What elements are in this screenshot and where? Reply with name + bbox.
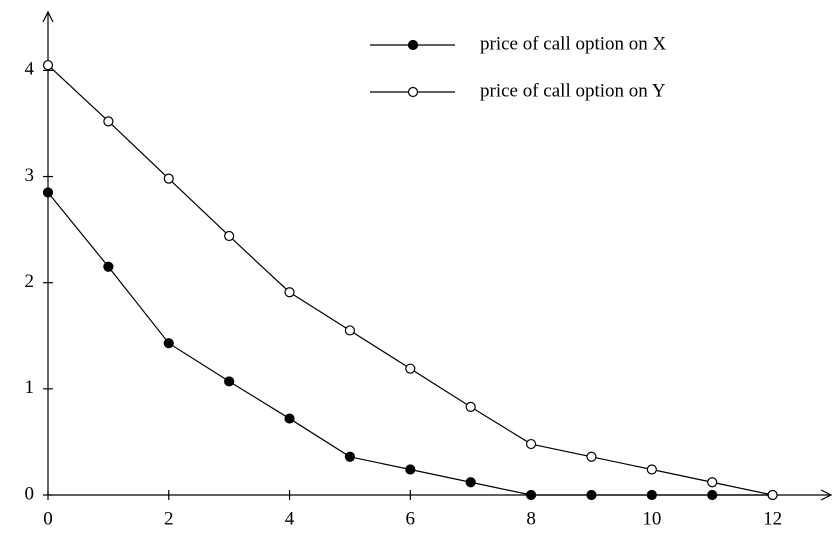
x-axis-arrow (820, 489, 833, 501)
point (525, 489, 537, 501)
point (224, 230, 235, 242)
point (344, 451, 356, 462)
point (646, 464, 657, 475)
x-tick-label: 10 (642, 508, 661, 529)
point (284, 287, 295, 298)
legend-label: price of call option on X (480, 33, 667, 54)
point (163, 173, 174, 184)
y-tick-label: 2 (25, 271, 35, 292)
point (103, 261, 114, 272)
x-tick-label: 4 (285, 508, 295, 529)
x-tick-label: 2 (164, 508, 174, 529)
y-tick-label: 3 (25, 165, 35, 186)
point (405, 464, 416, 475)
point (465, 477, 476, 488)
point (707, 489, 718, 501)
point (284, 413, 295, 424)
x-tick-label: 6 (406, 508, 416, 529)
x-tick-label: 12 (763, 508, 782, 529)
y-axis-arrow (42, 10, 54, 23)
point (646, 489, 657, 501)
y-tick-label: 1 (25, 377, 35, 398)
point (224, 376, 235, 387)
series-line (47, 64, 773, 496)
legend-marker (407, 86, 419, 98)
point (767, 489, 778, 501)
legend-marker (407, 39, 419, 51)
point (42, 59, 54, 71)
point (586, 489, 597, 501)
point (586, 451, 597, 462)
series-line (47, 192, 773, 496)
point (525, 438, 537, 450)
x-tick-label: 0 (43, 508, 53, 529)
legend-label: price of call option on Y (480, 80, 666, 101)
point (344, 325, 356, 336)
x-tick-label: 8 (526, 508, 536, 529)
point (465, 401, 476, 412)
point (103, 116, 114, 127)
point (707, 477, 718, 488)
point (163, 338, 174, 349)
y-tick-label: 4 (25, 59, 35, 80)
y-tick-label: 0 (25, 483, 35, 504)
point (405, 363, 416, 374)
point (42, 187, 54, 198)
